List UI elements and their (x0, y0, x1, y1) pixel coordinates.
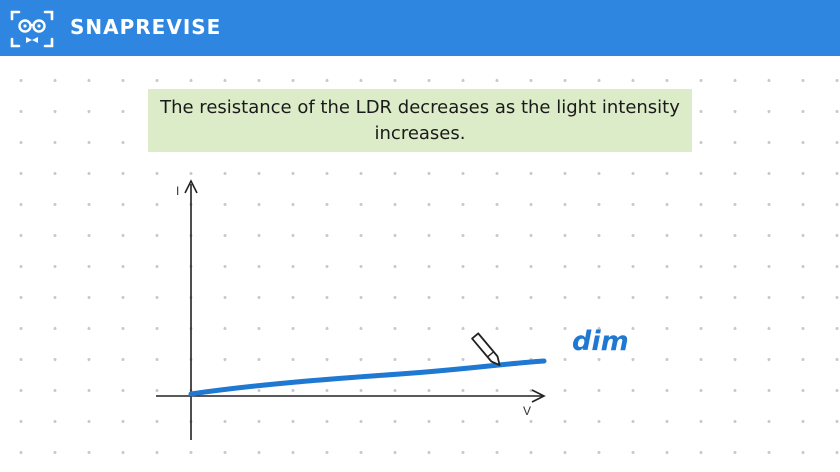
snaprevise-logo-icon (10, 10, 54, 48)
pen-icon (471, 332, 501, 366)
caption-text: The resistance of the LDR decreases as t… (160, 96, 680, 144)
x-axis-arrow-icon (531, 389, 546, 403)
y-axis-label: I (176, 184, 180, 198)
caption-box: The resistance of the LDR decreases as t… (148, 89, 692, 152)
brand-name: SNAPREVISE (70, 15, 222, 39)
y-axis-arrow-icon (184, 179, 198, 194)
header-bar: SNAPREVISE (0, 0, 840, 56)
dim-iv-line (188, 358, 547, 397)
x-axis-label: V (523, 404, 532, 418)
dim-label: dim (572, 326, 629, 357)
